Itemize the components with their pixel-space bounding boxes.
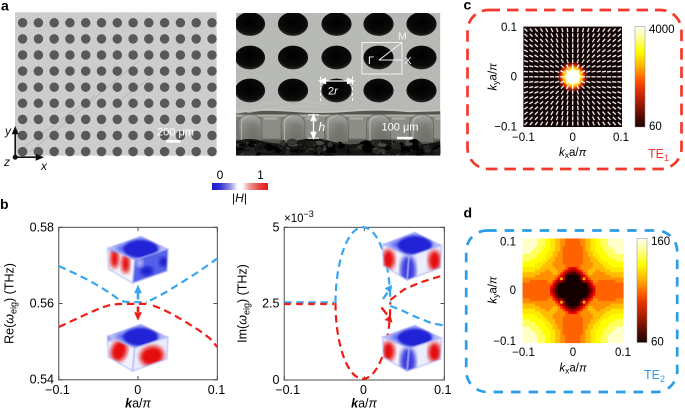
svg-text:−0.1: −0.1	[275, 383, 300, 397]
svg-text:−0.1: −0.1	[512, 132, 535, 144]
svg-text:M: M	[398, 31, 407, 43]
svg-text:0: 0	[360, 383, 367, 397]
svg-text:0: 0	[217, 168, 224, 182]
svg-text:0: 0	[569, 132, 575, 144]
svg-text:0: 0	[510, 285, 516, 297]
svg-text:0: 0	[134, 383, 141, 397]
svg-text:c: c	[464, 0, 472, 13]
svg-text:×10−3: ×10−3	[284, 209, 314, 225]
svg-text:ka/π: ka/π	[351, 397, 377, 411]
svg-text:0.56: 0.56	[30, 297, 54, 311]
svg-text:2.5: 2.5	[262, 297, 279, 311]
svg-text:0.58: 0.58	[30, 221, 54, 235]
svg-text:y: y	[4, 124, 12, 138]
svg-text:0: 0	[273, 373, 280, 387]
svg-text:0: 0	[570, 347, 576, 359]
svg-text:5: 5	[273, 221, 280, 235]
svg-text:1: 1	[257, 168, 264, 182]
svg-text:d: d	[464, 205, 473, 221]
svg-text:0.1: 0.1	[500, 237, 516, 249]
svg-text:0.1: 0.1	[208, 383, 225, 397]
svg-text:kxa/π: kxa/π	[559, 363, 587, 376]
svg-text:X: X	[405, 55, 412, 67]
svg-text:160: 160	[651, 236, 670, 248]
svg-text:0.1: 0.1	[501, 22, 517, 34]
svg-text:60: 60	[651, 337, 664, 349]
svg-text:0.54: 0.54	[30, 373, 54, 387]
svg-text:0.1: 0.1	[613, 132, 629, 144]
svg-text:Γ: Γ	[368, 55, 374, 67]
svg-text:a: a	[1, 0, 9, 14]
svg-text:−0.1: −0.1	[494, 122, 517, 134]
svg-text:x: x	[40, 159, 48, 173]
svg-text:b: b	[0, 196, 9, 212]
svg-text:0.1: 0.1	[434, 383, 451, 397]
svg-text:kxa/π: kxa/π	[559, 147, 587, 160]
svg-text:ka/π: ka/π	[125, 397, 151, 411]
svg-text:Im(ωeig) (THz): Im(ωeig) (THz)	[236, 264, 252, 343]
svg-text:2r: 2r	[328, 86, 339, 98]
svg-text:200 μm: 200 μm	[157, 126, 194, 138]
svg-text:z: z	[3, 155, 10, 169]
svg-text:0: 0	[511, 72, 517, 84]
svg-text:kya/π: kya/π	[488, 276, 501, 304]
svg-text:0.1: 0.1	[615, 347, 631, 359]
svg-text:Re(ωeig) (THz): Re(ωeig) (THz)	[3, 263, 19, 344]
svg-text:4000: 4000	[649, 24, 675, 36]
svg-text:100 μm: 100 μm	[382, 122, 419, 134]
svg-text:kya/π: kya/π	[488, 63, 501, 91]
svg-text:TE2: TE2	[644, 368, 665, 384]
svg-text:h: h	[319, 120, 326, 134]
svg-text:|H|: |H|	[232, 191, 247, 205]
svg-text:−0.1: −0.1	[512, 347, 535, 359]
svg-text:60: 60	[649, 121, 662, 133]
svg-text:TE1: TE1	[648, 147, 669, 163]
svg-text:−0.1: −0.1	[45, 383, 70, 397]
svg-text:−0.1: −0.1	[493, 336, 516, 348]
